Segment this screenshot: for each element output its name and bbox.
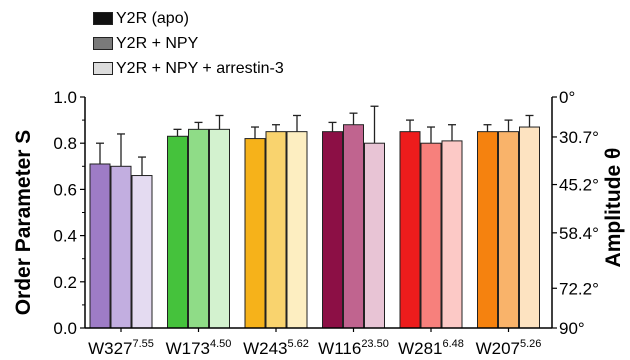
x-tick-label: W11623.50 — [318, 338, 389, 358]
bar — [364, 142, 385, 329]
legend-item: Y2R + NPY — [93, 31, 284, 56]
x-tick-label: W2435.62 — [243, 338, 309, 358]
y-axis-title: Order Parameter S — [12, 130, 35, 316]
legend-item: Y2R (apo) — [93, 6, 284, 31]
y-tick-label: 0.4 — [53, 227, 77, 246]
legend-swatch-npy — [93, 37, 113, 50]
x-tick-label: W2816.48 — [398, 338, 464, 358]
y2-tick-label: 0° — [559, 88, 575, 107]
y2-tick-label: 30.7° — [559, 128, 599, 147]
bar — [322, 131, 343, 329]
bar — [265, 131, 287, 329]
bar — [209, 128, 230, 329]
bar — [498, 131, 519, 329]
y2-axis-title: Amplitude θ — [602, 148, 625, 268]
y2-tick-label: 90° — [559, 319, 585, 338]
bar — [131, 175, 153, 329]
bar — [286, 131, 308, 329]
bar — [420, 142, 442, 329]
y-tick-label: 0.6 — [53, 180, 77, 199]
bar — [89, 163, 111, 329]
x-tick-label: W2075.26 — [476, 338, 542, 358]
legend-item: Y2R + NPY + arrestin-3 — [93, 56, 284, 81]
bar — [188, 128, 209, 329]
y-tick-label: 0.2 — [53, 273, 77, 292]
bar — [519, 126, 540, 329]
y2-tick-label: 45.2° — [559, 176, 599, 195]
x-tick-label: W3277.55 — [88, 338, 154, 358]
bar — [167, 135, 188, 329]
bar — [441, 140, 463, 329]
legend-swatch-arrestin — [93, 62, 113, 75]
bar — [477, 131, 498, 329]
bar — [244, 138, 266, 329]
bar — [399, 131, 421, 329]
x-tick-label: W1734.50 — [166, 338, 232, 358]
bar — [343, 124, 364, 329]
legend-label-npy: Y2R + NPY — [116, 34, 199, 52]
legend-swatch-apo — [93, 12, 113, 25]
legend-label-arrestin: Y2R + NPY + arrestin-3 — [116, 59, 284, 77]
y-tick-label: 0.0 — [53, 319, 77, 338]
y-tick-label: 1.0 — [53, 88, 77, 107]
chart-legend: Y2R (apo) Y2R + NPY Y2R + NPY + arrestin… — [93, 6, 284, 81]
bar — [110, 165, 132, 329]
y2-tick-label: 72.2° — [559, 279, 599, 298]
y2-tick-label: 58.4° — [559, 224, 599, 243]
y-tick-label: 0.8 — [53, 134, 77, 153]
legend-label-apo: Y2R (apo) — [116, 9, 189, 27]
